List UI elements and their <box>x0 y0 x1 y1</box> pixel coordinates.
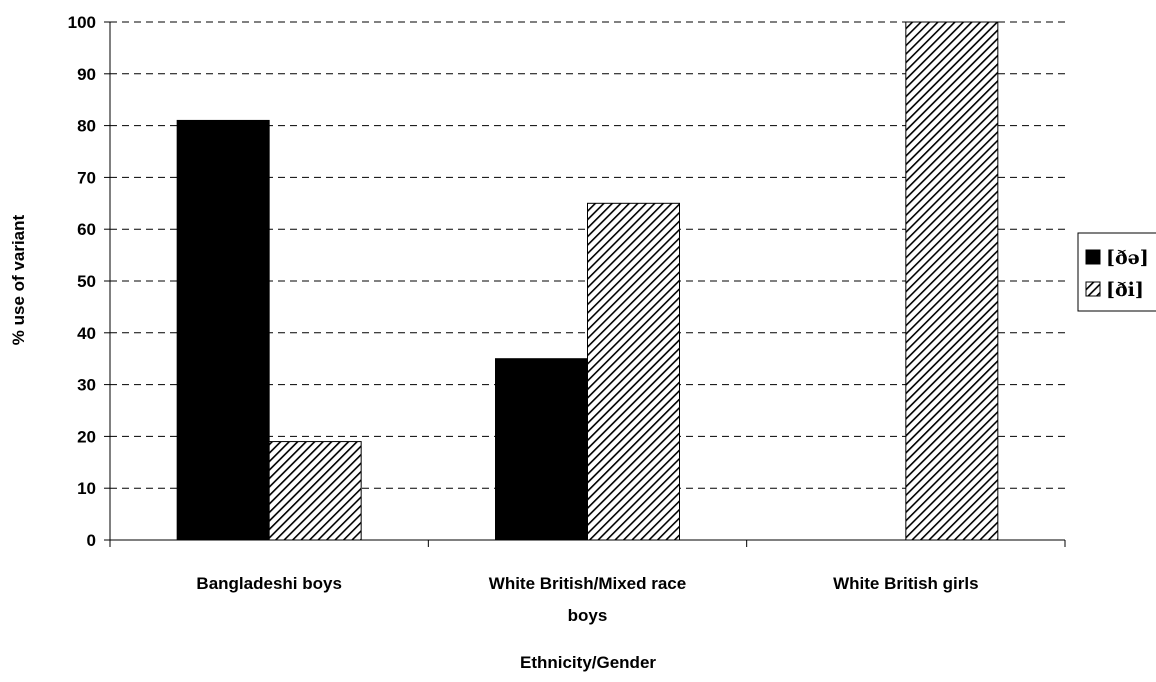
y-tick-label: 70 <box>77 168 96 187</box>
y-tick-label: 10 <box>77 479 96 498</box>
labels: 0 10 20 30 40 50 60 70 80 90 100 Bangladeshi boys Wh… <box>68 13 979 625</box>
bar-series-2 <box>587 202 680 541</box>
bars <box>176 21 999 541</box>
legend-label: [ðə] <box>1106 247 1149 269</box>
legend-frame <box>1077 232 1156 312</box>
y-tick-label: 40 <box>77 324 96 343</box>
x-tick-label: White British/Mixed race <box>489 574 686 593</box>
legend-swatch <box>1085 249 1101 265</box>
y-tick-label: 60 <box>77 220 96 239</box>
x-tick-label: White British girls <box>833 574 978 593</box>
bar-series-1 <box>495 358 588 541</box>
bar-series-2 <box>905 21 999 541</box>
y-tick-label: 80 <box>77 117 96 136</box>
legend-label: [ði] <box>1106 279 1144 301</box>
y-tick-label: 30 <box>77 376 96 395</box>
bar-series-1 <box>176 119 270 541</box>
axes <box>104 21 1066 547</box>
x-tick-label: boys <box>568 606 608 625</box>
y-tick-label: 50 <box>77 272 96 291</box>
x-tick-label: Bangladeshi boys <box>196 574 341 593</box>
y-tick-label: 90 <box>77 65 96 84</box>
y-tick-label: 100 <box>68 13 96 32</box>
y-tick-label: 20 <box>77 427 96 446</box>
x-axis-title: Ethnicity/Gender <box>520 653 656 672</box>
y-axis-title: % use of variant <box>9 214 28 345</box>
legend: [ðə] [ði] <box>1077 232 1156 312</box>
legend-swatch <box>1085 281 1101 297</box>
bar-series-2 <box>268 441 362 541</box>
y-tick-label: 0 <box>87 531 96 550</box>
